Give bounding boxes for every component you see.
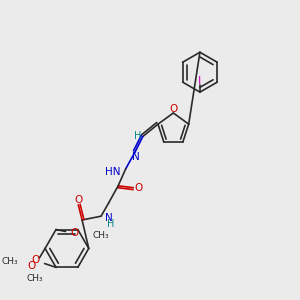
Text: CH₃: CH₃ [2, 257, 18, 266]
Text: H: H [134, 130, 142, 140]
Text: O: O [31, 255, 39, 265]
Text: O: O [74, 195, 82, 205]
Text: O: O [71, 228, 79, 238]
Text: CH₃: CH₃ [26, 274, 43, 283]
Text: O: O [134, 183, 142, 193]
Text: O: O [169, 104, 178, 114]
Text: N: N [105, 213, 112, 223]
Text: I: I [198, 76, 202, 86]
Text: H: H [107, 219, 114, 229]
Text: CH₃: CH₃ [92, 231, 109, 240]
Text: O: O [28, 260, 36, 271]
Text: HN: HN [105, 167, 120, 177]
Text: N: N [132, 152, 140, 162]
